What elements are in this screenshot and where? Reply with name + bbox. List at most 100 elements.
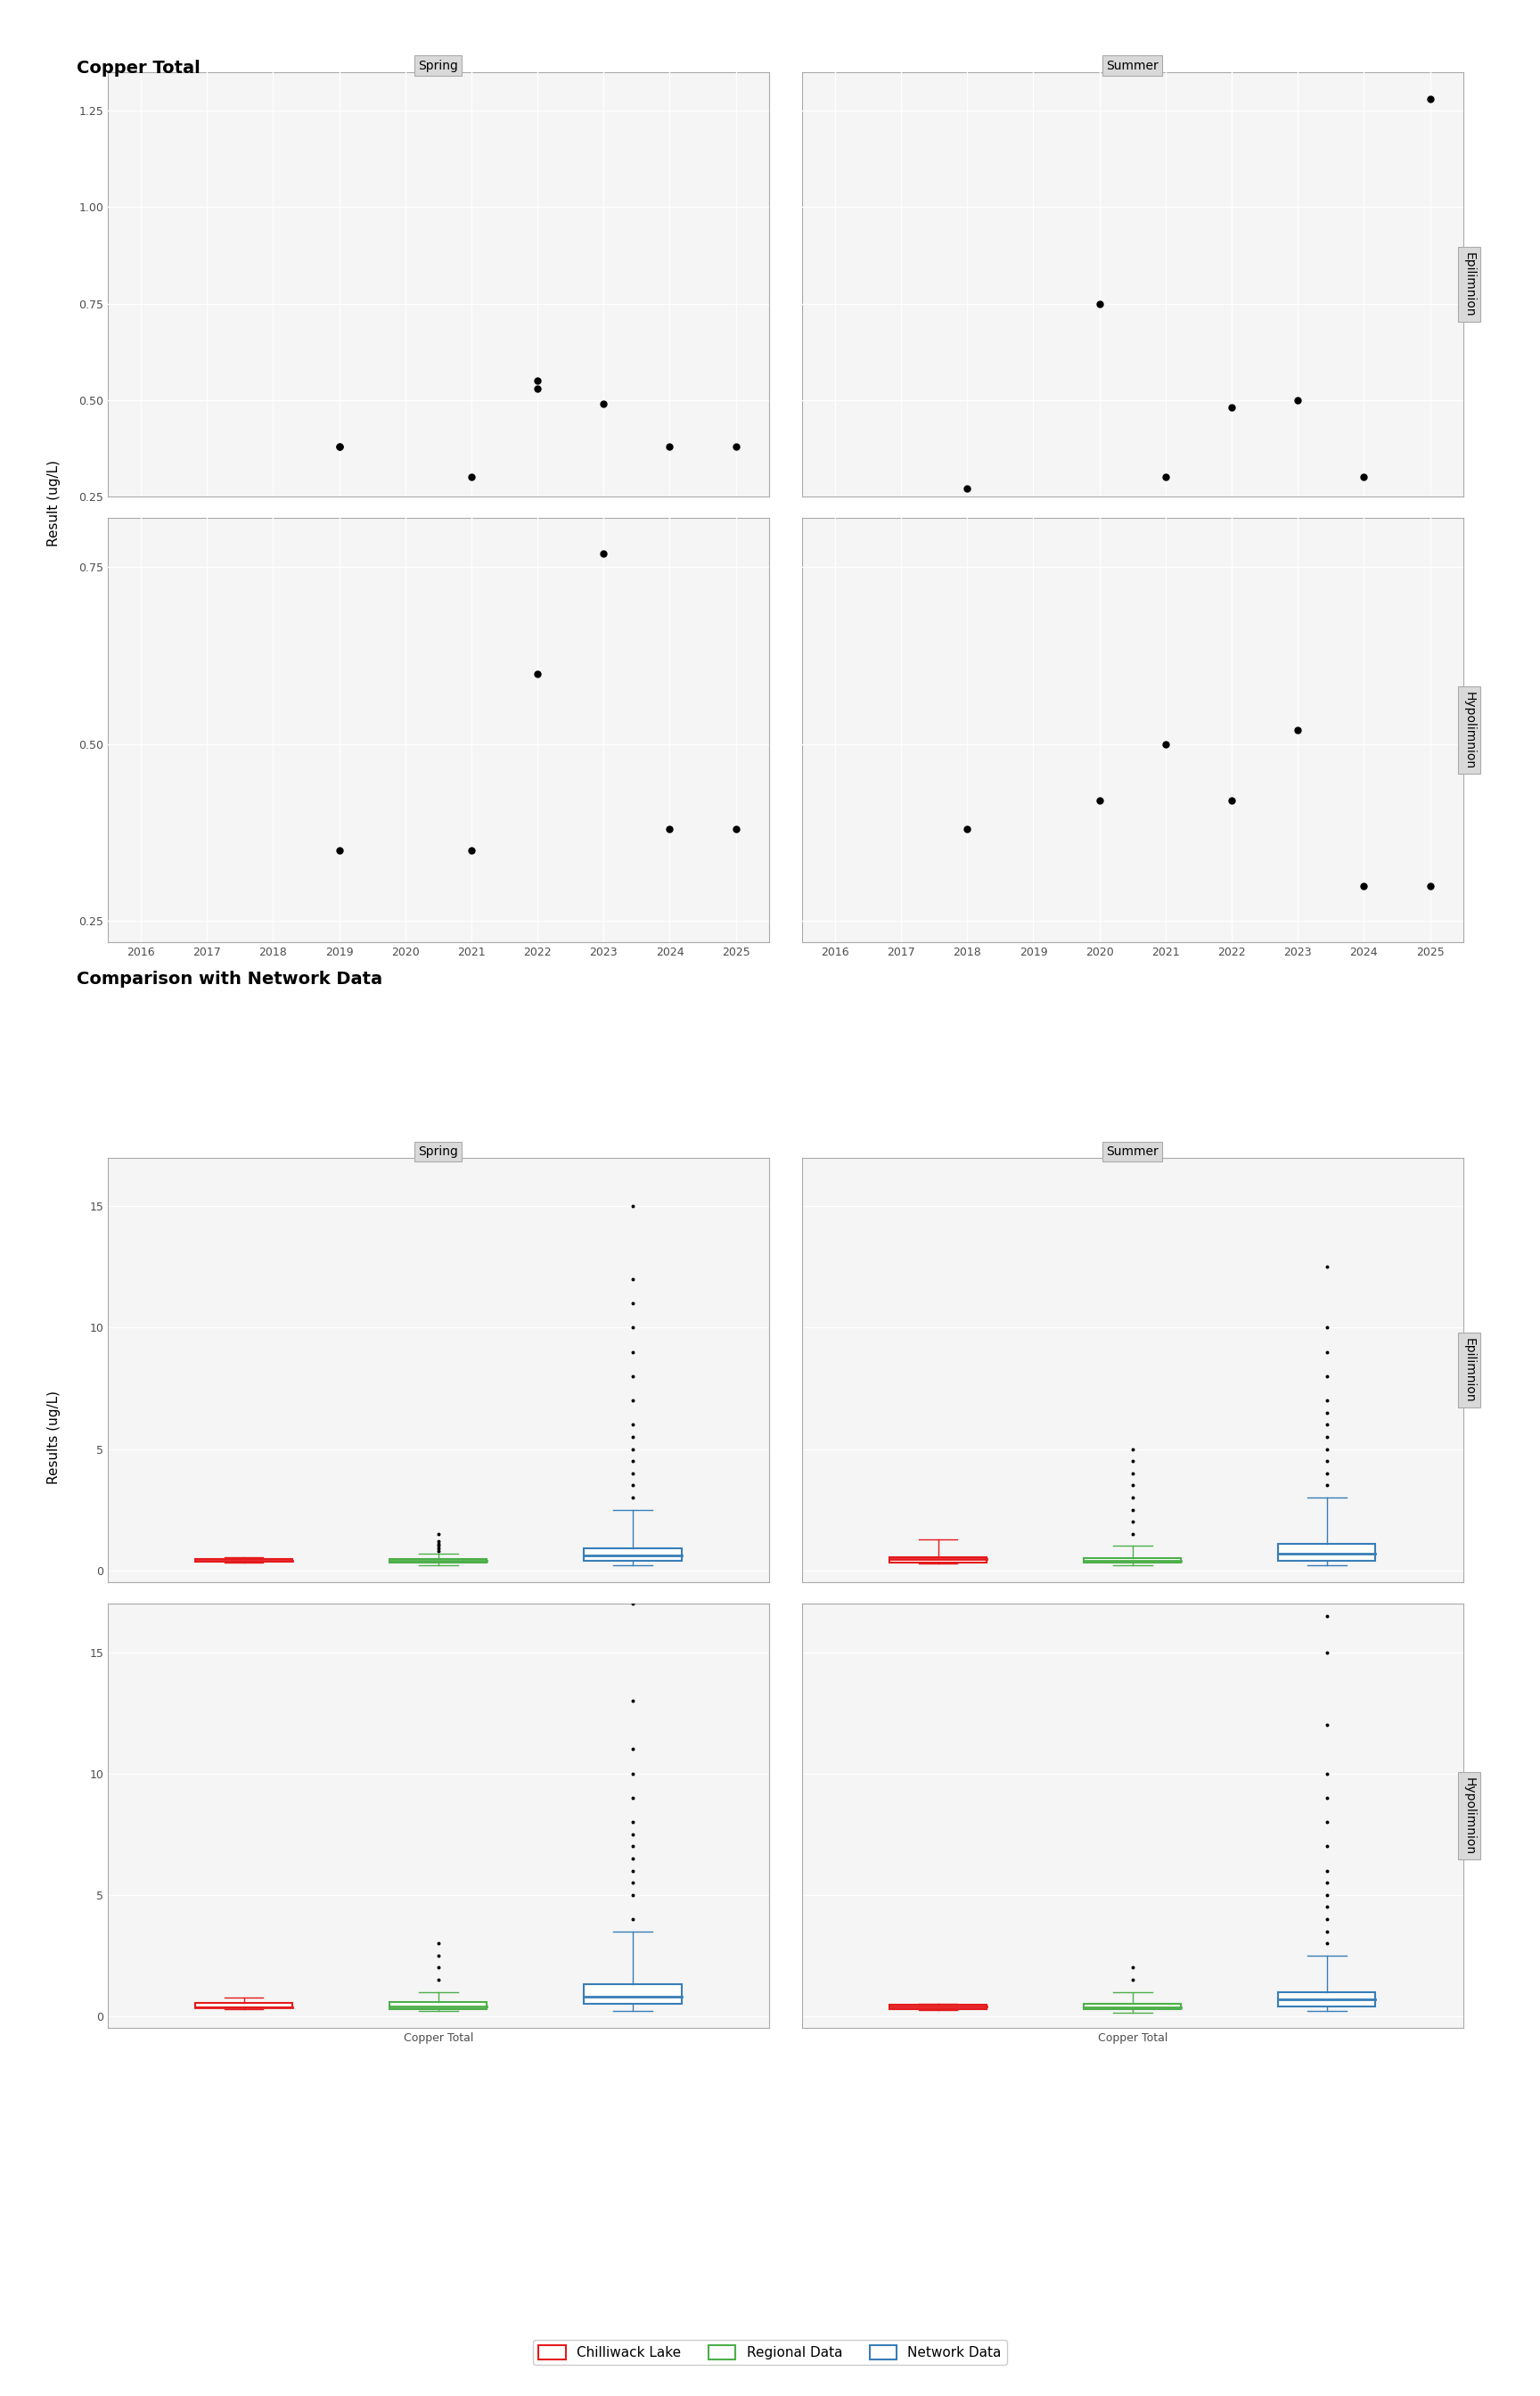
Point <box>621 1778 645 1816</box>
Point <box>1352 867 1377 906</box>
Point <box>621 1442 645 1481</box>
Point <box>1315 1852 1340 1890</box>
Point <box>525 369 550 407</box>
Bar <box>890 1557 987 1562</box>
Point <box>621 1840 645 1878</box>
Bar <box>196 2003 293 2008</box>
Text: Hypolimnion: Hypolimnion <box>1463 1778 1475 1855</box>
Bar <box>1084 1557 1181 1562</box>
Point <box>427 1531 451 1569</box>
Point <box>1315 1466 1340 1505</box>
Point <box>1315 1924 1340 1962</box>
Point <box>1315 1430 1340 1469</box>
Point <box>621 1816 645 1855</box>
Text: Comparison with Network Data: Comparison with Network Data <box>77 970 383 987</box>
Point <box>621 1430 645 1469</box>
Point <box>1315 1876 1340 1914</box>
Point <box>1315 1394 1340 1433</box>
Point <box>1120 1490 1144 1529</box>
Point <box>1418 867 1443 906</box>
Point <box>621 1900 645 1938</box>
Point <box>1087 781 1112 819</box>
Point <box>1315 1706 1340 1744</box>
Point <box>1352 458 1377 496</box>
Bar <box>196 1560 293 1562</box>
Point <box>1315 1380 1340 1418</box>
Point <box>621 1418 645 1457</box>
Bar <box>1278 1543 1375 1560</box>
Point <box>658 426 682 465</box>
Bar <box>890 2005 987 2008</box>
Point <box>427 1514 451 1553</box>
Point <box>1120 1948 1144 1986</box>
Point <box>427 1529 451 1567</box>
Point <box>1315 1332 1340 1371</box>
Point <box>1315 1356 1340 1394</box>
Point <box>658 810 682 848</box>
Bar <box>584 1548 681 1562</box>
Point <box>621 1406 645 1445</box>
Point <box>621 1466 645 1505</box>
Point <box>1315 1454 1340 1493</box>
Point <box>621 1754 645 1792</box>
Point <box>621 1682 645 1720</box>
Point <box>621 1454 645 1493</box>
Point <box>1120 1430 1144 1469</box>
Point <box>621 1876 645 1914</box>
Point <box>1087 285 1112 323</box>
Bar <box>1278 1991 1375 2005</box>
Point <box>1315 1406 1340 1445</box>
Text: Copper Total: Copper Total <box>77 60 200 77</box>
Point <box>459 458 484 496</box>
Text: Epilimnion: Epilimnion <box>1463 252 1475 316</box>
Point <box>459 831 484 870</box>
Point <box>591 534 616 573</box>
Point <box>621 1730 645 1768</box>
Point <box>427 1948 451 1986</box>
Point <box>1315 1828 1340 1866</box>
Point <box>326 426 351 465</box>
Point <box>525 362 550 400</box>
Text: Summer: Summer <box>1106 1145 1158 1157</box>
Point <box>1286 712 1311 750</box>
Point <box>621 1584 645 1622</box>
Point <box>724 426 748 465</box>
Point <box>1220 781 1244 819</box>
Point <box>621 1828 645 1866</box>
Point <box>1153 726 1178 764</box>
Point <box>621 1380 645 1418</box>
Point <box>1120 1478 1144 1517</box>
Point <box>1120 1502 1144 1541</box>
Point <box>621 1284 645 1323</box>
Bar <box>390 2001 487 2008</box>
Point <box>326 426 351 465</box>
Point <box>1120 1466 1144 1505</box>
Point <box>427 1526 451 1565</box>
Point <box>621 1332 645 1371</box>
Point <box>1315 1754 1340 1792</box>
Point <box>1418 79 1443 117</box>
Point <box>1315 1864 1340 1902</box>
Point <box>1315 1308 1340 1347</box>
Point <box>1315 1912 1340 1950</box>
Point <box>427 1960 451 1998</box>
Point <box>1315 1888 1340 1926</box>
Text: Spring: Spring <box>419 1145 459 1157</box>
Point <box>427 1924 451 1962</box>
Point <box>1120 1442 1144 1481</box>
Point <box>1315 1418 1340 1457</box>
Bar <box>390 1560 487 1562</box>
Point <box>621 1356 645 1394</box>
Point <box>621 1186 645 1224</box>
Point <box>1315 1442 1340 1481</box>
Text: Summer: Summer <box>1106 60 1158 72</box>
Text: Result (ug/L): Result (ug/L) <box>48 460 60 546</box>
Point <box>1315 1596 1340 1634</box>
Point <box>326 831 351 870</box>
Point <box>621 1308 645 1347</box>
Point <box>1120 1514 1144 1553</box>
Point <box>1120 1454 1144 1493</box>
Point <box>1315 1778 1340 1816</box>
Point <box>621 1852 645 1890</box>
Point <box>1286 381 1311 419</box>
